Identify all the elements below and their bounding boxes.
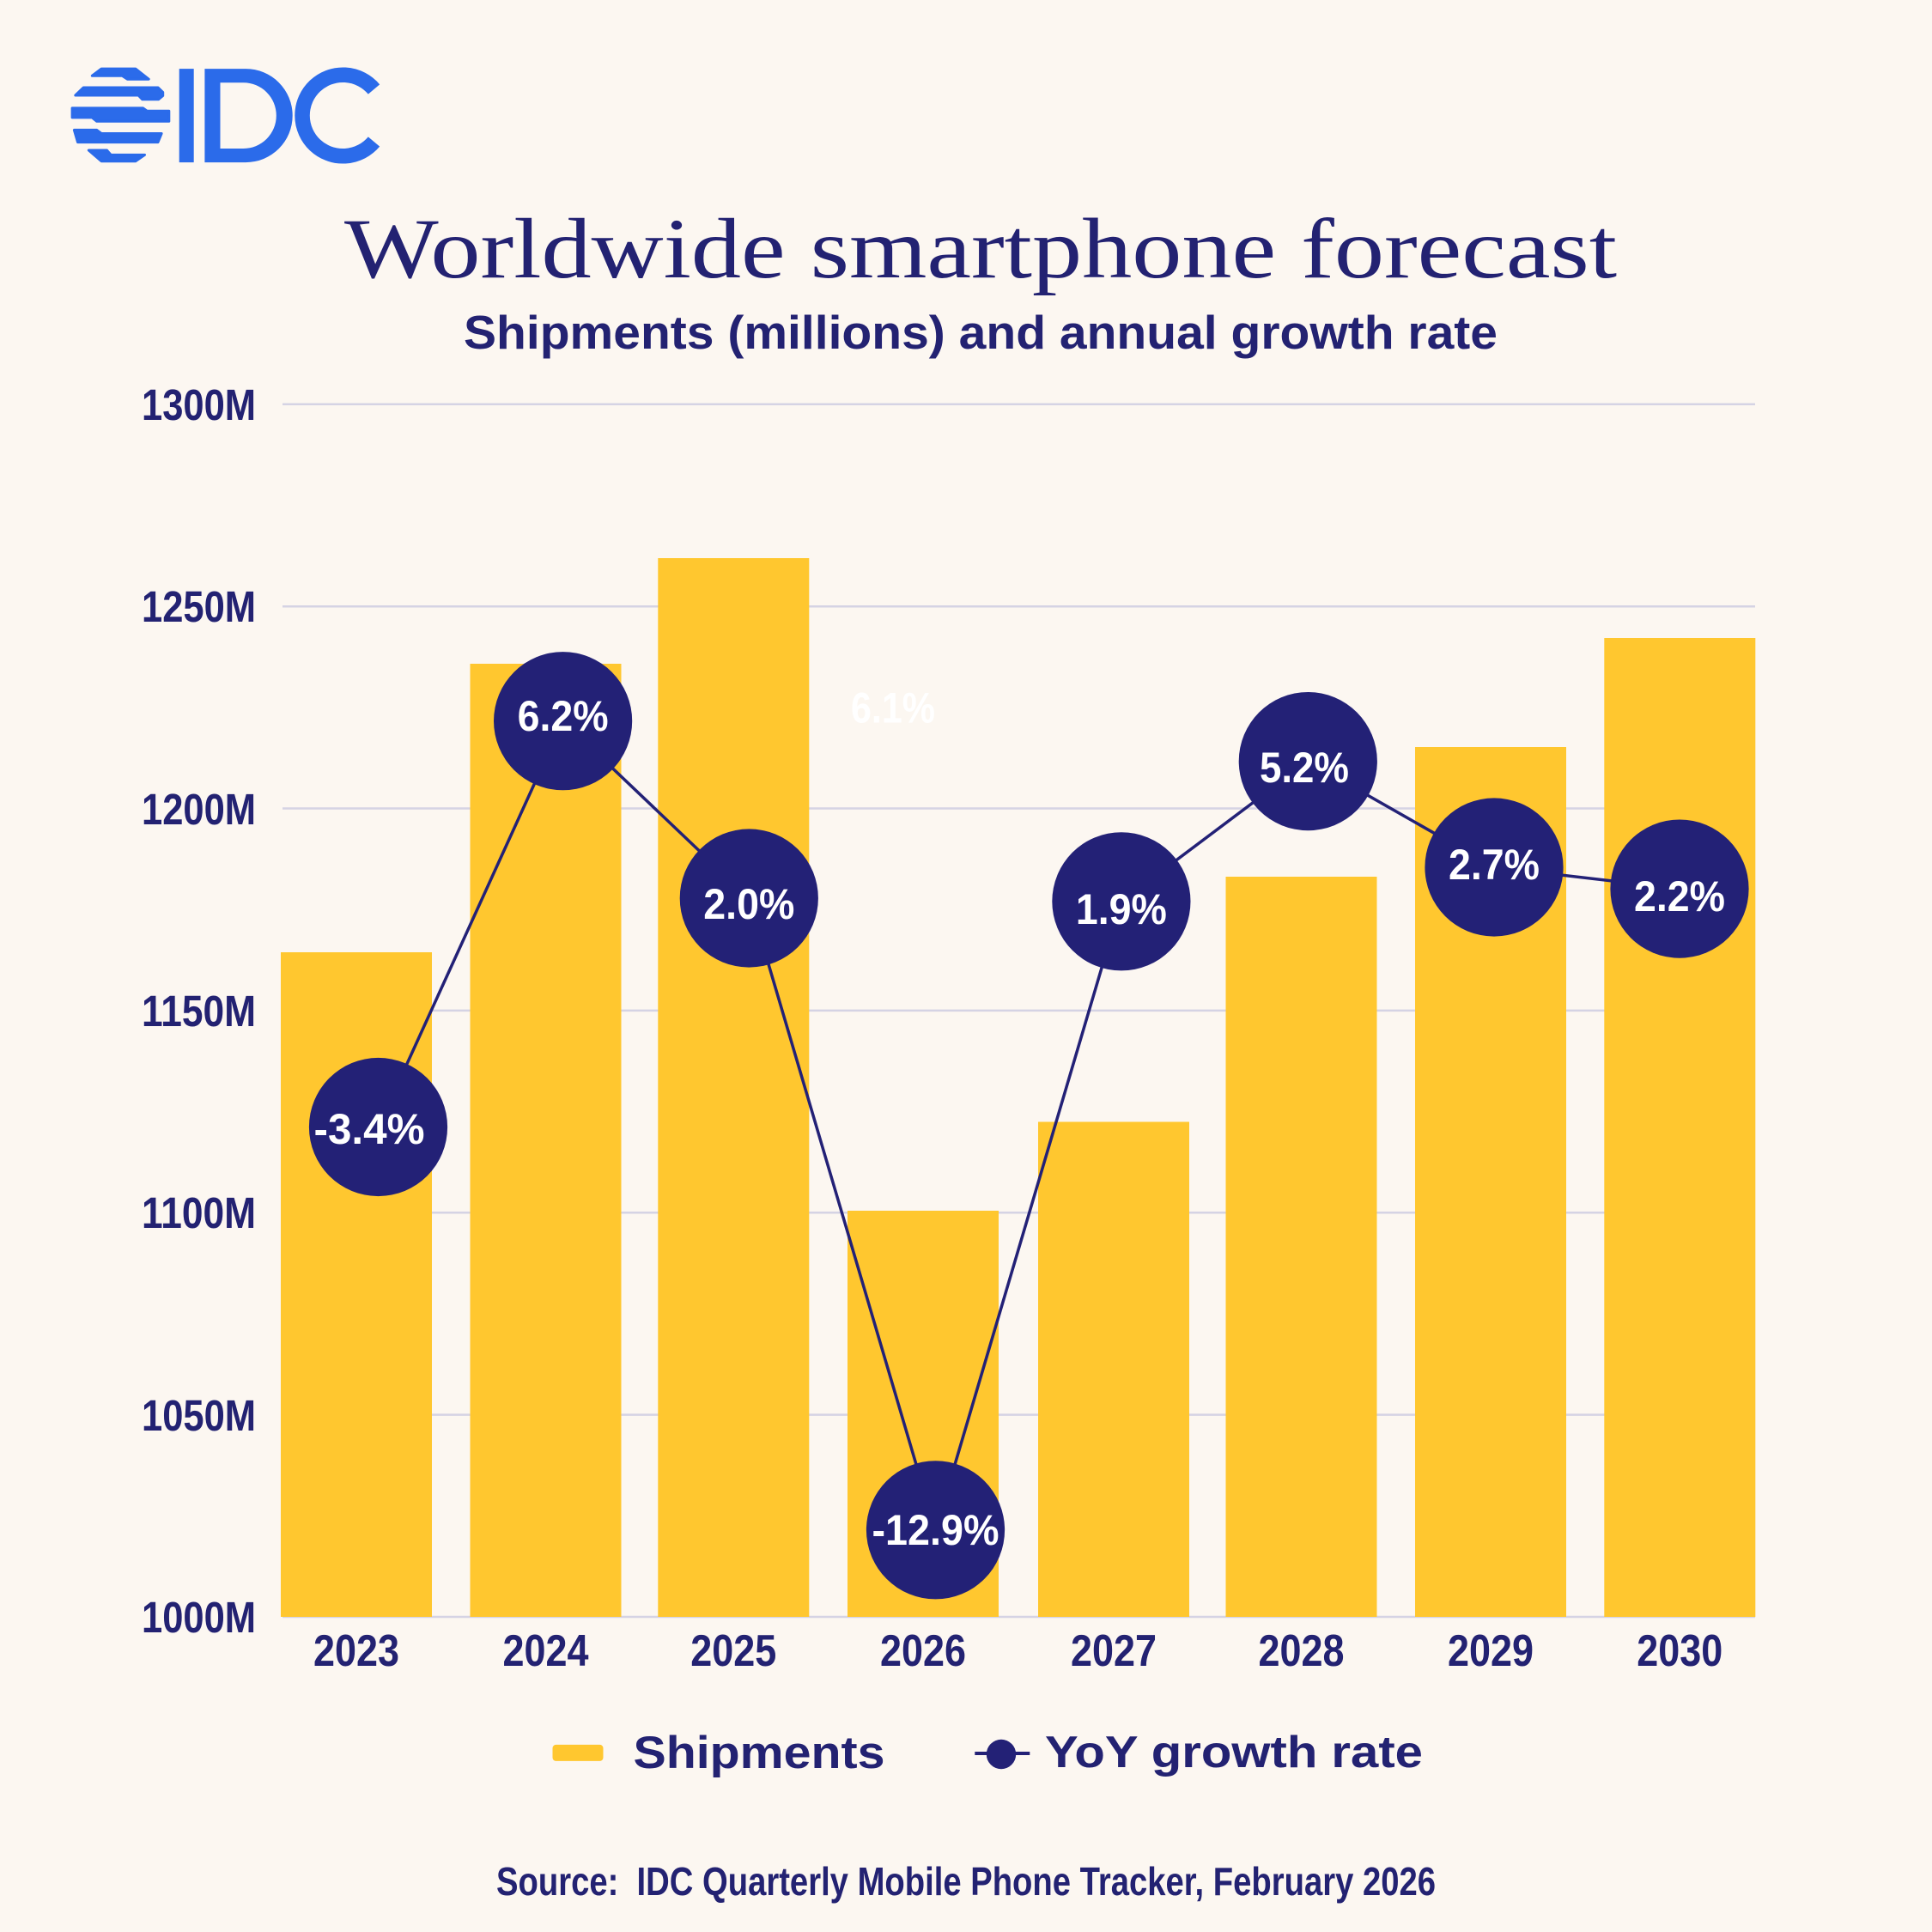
- svg-text:1000M: 1000M: [142, 1593, 256, 1642]
- svg-text:2029: 2029: [1448, 1626, 1534, 1676]
- svg-text:2.2%: 2.2%: [1634, 872, 1725, 920]
- svg-text:2027: 2027: [1071, 1626, 1157, 1676]
- svg-text:5.2%: 5.2%: [1260, 744, 1349, 792]
- svg-text:1200M: 1200M: [142, 785, 256, 834]
- svg-text:Worldwide smartphone forecast: Worldwide smartphone forecast: [344, 201, 1617, 296]
- svg-text:1.9%: 1.9%: [1076, 885, 1167, 933]
- svg-text:-3.4%: -3.4%: [314, 1105, 425, 1153]
- svg-text:2025: 2025: [690, 1626, 776, 1676]
- svg-text:6.2%: 6.2%: [518, 692, 609, 740]
- svg-text:2030: 2030: [1637, 1626, 1722, 1676]
- svg-text:-12.9%: -12.9%: [872, 1506, 999, 1554]
- svg-text:1050M: 1050M: [142, 1391, 256, 1440]
- svg-text:Shipments (millions) and annua: Shipments (millions) and annual growth r…: [464, 306, 1498, 359]
- svg-text:2023: 2023: [313, 1626, 399, 1676]
- svg-text:1300M: 1300M: [142, 380, 256, 429]
- svg-text:Source: IDC Quarterly Mobile: Source: IDC Quarterly Mobile Phone Track…: [496, 1859, 1436, 1904]
- svg-text:2024: 2024: [503, 1626, 589, 1676]
- svg-text:6.1%: 6.1%: [851, 684, 935, 732]
- svg-text:2026: 2026: [880, 1626, 966, 1676]
- svg-text:2.0%: 2.0%: [703, 880, 794, 928]
- svg-text:1150M: 1150M: [142, 987, 256, 1036]
- svg-text:1100M: 1100M: [142, 1188, 256, 1237]
- svg-text:Shipments: Shipments: [634, 1728, 885, 1778]
- svg-text:1250M: 1250M: [142, 582, 256, 631]
- svg-text:2.7%: 2.7%: [1449, 841, 1540, 889]
- svg-text:2028: 2028: [1259, 1626, 1345, 1676]
- svg-text:YoY growth rate: YoY growth rate: [1045, 1728, 1423, 1777]
